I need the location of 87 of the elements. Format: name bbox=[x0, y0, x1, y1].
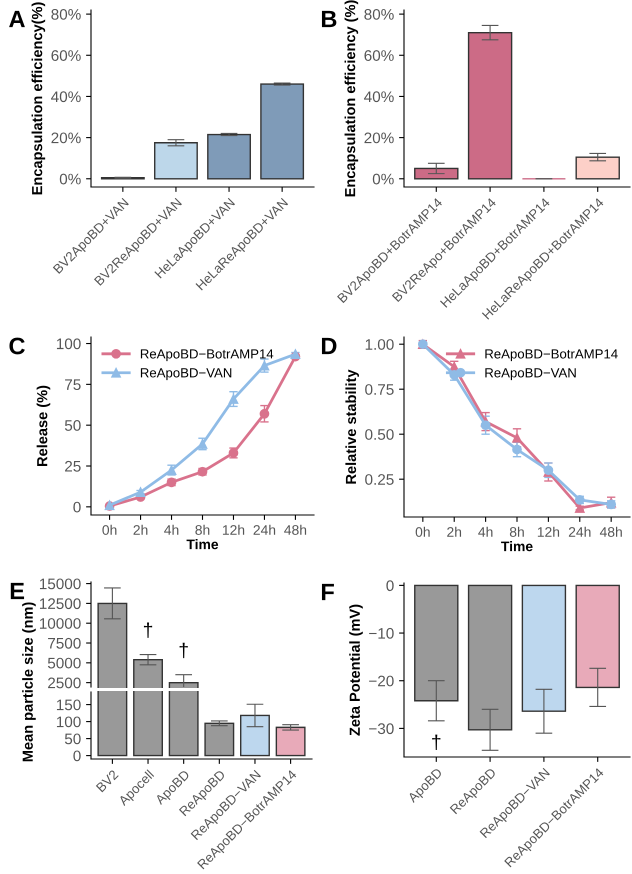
y-tick-label: 20% bbox=[364, 132, 394, 144]
x-tick-label: BV2 bbox=[96, 769, 119, 792]
bar bbox=[276, 726, 306, 756]
chart-title: A bbox=[9, 10, 25, 28]
x-tick-label: 48h bbox=[284, 524, 306, 535]
y-tick-label: 1.00 bbox=[366, 339, 394, 350]
y-tick-label: −30 bbox=[369, 723, 394, 734]
legend-label: ReApoBD−BotrAMP14 bbox=[485, 349, 618, 362]
annotation: † bbox=[180, 642, 188, 658]
point bbox=[290, 349, 300, 360]
y-tick-label: 7500 bbox=[48, 638, 81, 649]
x-tick-label: 24h bbox=[254, 524, 276, 535]
y-tick-label: −10 bbox=[369, 628, 394, 639]
bar bbox=[575, 156, 620, 180]
point bbox=[228, 394, 238, 404]
legend-label: ReApoBD−BotrAMP14 bbox=[140, 349, 274, 362]
point bbox=[136, 487, 146, 497]
y-tick-label: 60% bbox=[364, 50, 394, 61]
bar bbox=[414, 168, 459, 180]
chart-title: B bbox=[322, 10, 336, 28]
y-tick-label: 0.25 bbox=[365, 474, 394, 485]
y-tick-label: 60% bbox=[51, 50, 81, 61]
y-axis-title: Relative stability bbox=[345, 370, 359, 484]
x-tick-label: 4h bbox=[164, 524, 178, 535]
bar bbox=[154, 142, 198, 180]
y-tick-label: 50 bbox=[64, 420, 81, 431]
y-tick-label: 10000 bbox=[40, 618, 81, 629]
y-tick-label: 0.50 bbox=[365, 429, 394, 440]
y-tick-label: 0 bbox=[386, 580, 394, 592]
x-tick-label: 12h bbox=[222, 524, 244, 535]
y-axis-title: Mean particle size (nm) bbox=[22, 602, 36, 762]
point bbox=[574, 503, 585, 513]
annotation: † bbox=[144, 622, 152, 638]
bar bbox=[207, 134, 251, 180]
x-tick-label: 2h bbox=[134, 524, 148, 535]
y-tick-label: 80% bbox=[364, 8, 394, 20]
x-tick-label: 8h bbox=[510, 526, 524, 537]
x-tick-label: 24h bbox=[568, 526, 590, 537]
x-axis-title: Time bbox=[501, 541, 533, 552]
y-tick-label: 0% bbox=[60, 174, 81, 184]
x-tick-label: 4h bbox=[478, 526, 492, 537]
legend-label: ReApoBD−VAN bbox=[140, 368, 232, 380]
x-axis-title: Time bbox=[186, 539, 218, 550]
chart-title: F bbox=[322, 584, 334, 600]
y-tick-label: 80% bbox=[51, 8, 81, 20]
y-axis-title: Encapsulation efficiency(%) bbox=[32, 2, 46, 194]
chart-title: D bbox=[322, 338, 336, 354]
y-tick-label: −20 bbox=[369, 676, 394, 686]
x-tick-label: 2h bbox=[447, 526, 462, 537]
point bbox=[260, 408, 270, 419]
y-tick-label: 12500 bbox=[40, 598, 81, 610]
legend-label: ReApoBD−VAN bbox=[485, 368, 576, 380]
y-tick-label: 40% bbox=[364, 91, 394, 102]
y-axis-title: Encapsulation efficiency (%) bbox=[344, 0, 358, 196]
bar bbox=[240, 714, 270, 756]
bar bbox=[468, 32, 512, 180]
x-tick-label: 0h bbox=[102, 524, 116, 535]
bar bbox=[260, 83, 304, 180]
point bbox=[512, 432, 522, 443]
y-tick-label: 0.75 bbox=[365, 384, 394, 395]
y-tick-label: 40% bbox=[51, 91, 81, 102]
chart-title: C bbox=[9, 338, 25, 354]
y-tick-label: 15000 bbox=[40, 578, 81, 590]
chart-title: E bbox=[10, 582, 24, 600]
point bbox=[512, 444, 522, 454]
y-tick-label: 100 bbox=[56, 716, 81, 728]
x-tick-label: 12h bbox=[538, 526, 560, 537]
annotation: † bbox=[432, 734, 440, 750]
y-tick-label: 50 bbox=[64, 733, 81, 744]
y-tick-label: 150 bbox=[56, 699, 81, 710]
y-tick-label: 20% bbox=[51, 132, 81, 144]
y-tick-label: 0 bbox=[73, 750, 81, 762]
y-tick-label: 0% bbox=[372, 174, 394, 184]
x-tick-label: 48h bbox=[600, 526, 622, 537]
x-tick-label: 8h bbox=[195, 524, 210, 535]
y-tick-label: 5000 bbox=[48, 658, 81, 669]
y-tick-label: 0 bbox=[73, 502, 81, 513]
point bbox=[480, 420, 490, 430]
y-tick-label: 25 bbox=[65, 460, 81, 472]
y-tick-label: 100 bbox=[56, 338, 81, 350]
y-tick-label: 2500 bbox=[48, 678, 81, 688]
point bbox=[260, 360, 270, 370]
x-tick-label: 0h bbox=[416, 526, 430, 537]
y-axis-title: Release (%) bbox=[36, 386, 50, 466]
y-tick-label: 75 bbox=[65, 379, 81, 390]
bar bbox=[204, 722, 234, 756]
y-axis-title: Zeta Potential (mV) bbox=[349, 604, 363, 736]
